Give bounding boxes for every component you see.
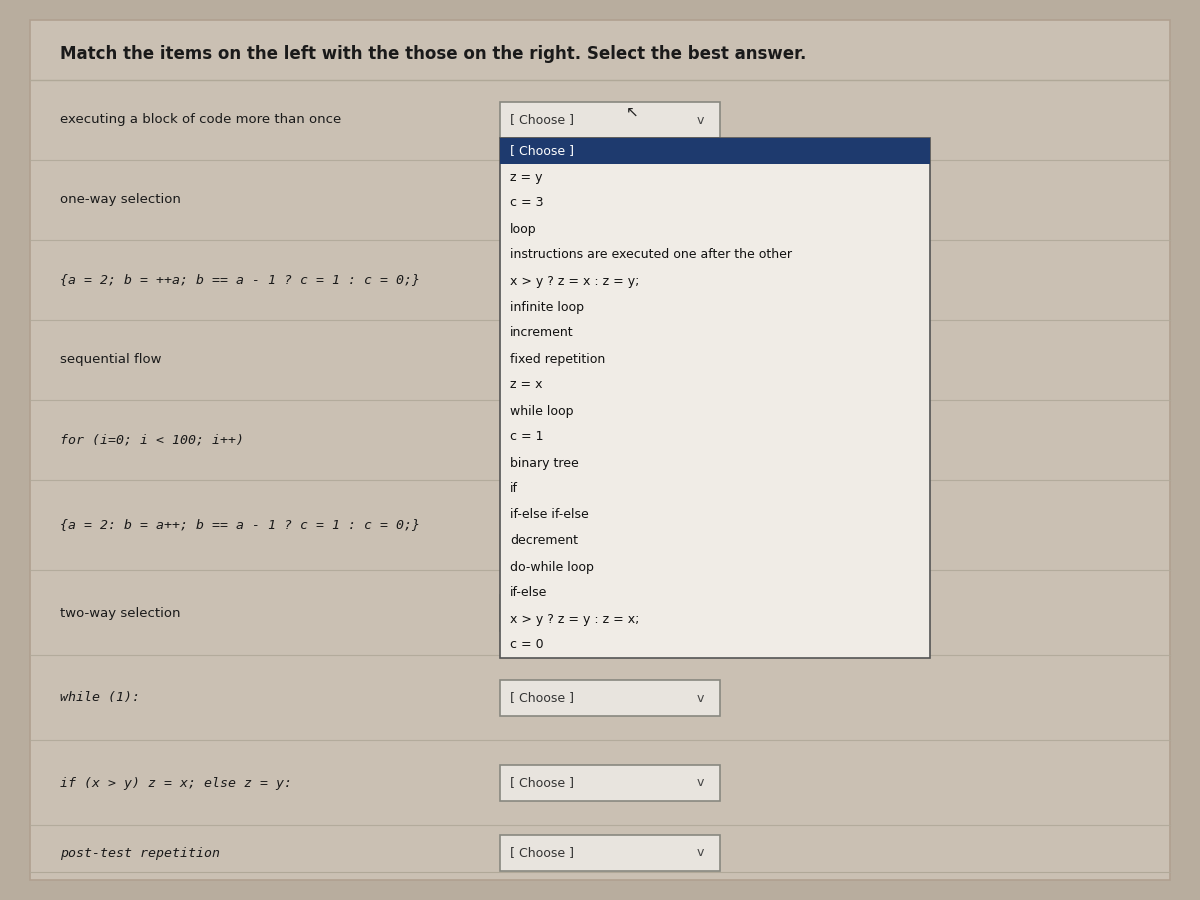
Text: two-way selection: two-way selection [60, 607, 180, 619]
Text: fixed repetition: fixed repetition [510, 353, 605, 365]
Bar [500, 138, 930, 658]
Text: for (i=0; i < 100; i++): for (i=0; i < 100; i++) [60, 434, 244, 446]
Text: x > y ? z = y : z = x;: x > y ? z = y : z = x; [510, 613, 640, 626]
Bar [500, 835, 720, 871]
Text: if: if [510, 482, 518, 496]
Text: [ Choose ]: [ Choose ] [510, 847, 574, 860]
Text: instructions are executed one after the other: instructions are executed one after the … [510, 248, 792, 262]
Text: if-else if-else: if-else if-else [510, 508, 589, 521]
Text: post-test repetition: post-test repetition [60, 847, 220, 860]
Text: {a = 2; b = ++a; b == a - 1 ? c = 1 : c = 0;}: {a = 2; b = ++a; b == a - 1 ? c = 1 : c … [60, 274, 420, 286]
Text: binary tree: binary tree [510, 456, 578, 470]
Text: c = 0: c = 0 [510, 638, 544, 652]
Text: infinite loop: infinite loop [510, 301, 584, 313]
Text: do-while loop: do-while loop [510, 561, 594, 573]
Text: increment: increment [510, 327, 574, 339]
Text: c = 1: c = 1 [510, 430, 544, 444]
Bar [500, 765, 720, 801]
Text: while loop: while loop [510, 404, 574, 418]
Text: {a = 2: b = a++; b == a - 1 ? c = 1 : c = 0;}: {a = 2: b = a++; b == a - 1 ? c = 1 : c … [60, 518, 420, 532]
Text: z = y: z = y [510, 170, 542, 184]
Text: ↖: ↖ [625, 104, 638, 120]
Text: if-else: if-else [510, 587, 547, 599]
Bar [500, 680, 720, 716]
Text: [ Choose ]: [ Choose ] [510, 777, 574, 789]
Bar [500, 102, 720, 138]
Text: [ Choose ]: [ Choose ] [510, 607, 574, 619]
Bar [500, 595, 720, 631]
Text: v: v [696, 691, 703, 705]
Text: loop: loop [510, 222, 536, 236]
Text: v: v [696, 113, 703, 127]
Text: [ Choose ]: [ Choose ] [510, 145, 574, 158]
Text: sequential flow: sequential flow [60, 354, 162, 366]
Text: z = x: z = x [510, 379, 542, 392]
Text: v: v [696, 777, 703, 789]
Text: decrement: decrement [510, 535, 578, 547]
Text: [ Choose ]: [ Choose ] [510, 691, 574, 705]
Text: c = 3: c = 3 [510, 196, 544, 210]
Text: one-way selection: one-way selection [60, 194, 181, 206]
Text: v: v [696, 607, 703, 619]
Text: while (1):: while (1): [60, 691, 140, 705]
Text: executing a block of code more than once: executing a block of code more than once [60, 113, 341, 127]
Text: x > y ? z = x : z = y;: x > y ? z = x : z = y; [510, 274, 640, 287]
Text: Match the items on the left with the those on the right. Select the best answer.: Match the items on the left with the tho… [60, 45, 806, 63]
Text: if (x > y) z = x; else z = y:: if (x > y) z = x; else z = y: [60, 777, 292, 789]
Bar [500, 138, 930, 164]
Text: [ Choose ]: [ Choose ] [510, 113, 574, 127]
Text: v: v [696, 847, 703, 860]
